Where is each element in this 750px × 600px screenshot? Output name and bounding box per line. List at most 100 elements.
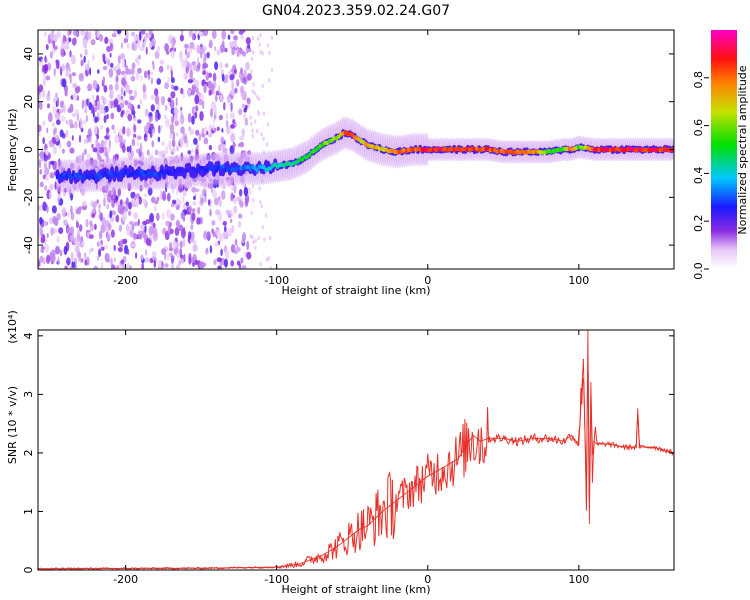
noise-speckle — [184, 43, 189, 49]
noise-speckle — [55, 92, 58, 99]
noise-speckle — [195, 87, 199, 95]
noise-speckle — [166, 251, 170, 261]
noise-speckle — [131, 150, 134, 158]
noise-speckle — [57, 257, 60, 265]
ridge-core — [350, 132, 355, 137]
noise-speckle — [115, 214, 120, 223]
noise-speckle — [203, 30, 209, 37]
noise-speckle — [58, 227, 64, 235]
noise-speckle — [39, 150, 44, 160]
noise-speckle — [266, 142, 269, 147]
noise-speckle — [144, 108, 149, 117]
noise-speckle — [215, 228, 221, 236]
noise-speckle — [260, 204, 263, 209]
noise-speckle — [189, 129, 195, 136]
spectrogram-x-label: Height of straight line (km) — [281, 284, 430, 297]
noise-speckle — [100, 124, 104, 130]
noise-speckle — [125, 65, 129, 75]
snr-y-label: SNR (10 * v/v) — [6, 386, 19, 464]
noise-speckle — [129, 220, 134, 226]
noise-speckle — [76, 112, 80, 122]
noise-speckle — [251, 128, 254, 133]
noise-speckle — [127, 150, 131, 158]
noise-speckle — [105, 127, 110, 134]
noise-speckle — [202, 62, 209, 69]
noise-speckle — [208, 133, 213, 138]
noise-speckle — [171, 36, 176, 46]
noise-speckle — [240, 85, 244, 94]
noise-speckle — [180, 228, 186, 239]
noise-speckle — [194, 94, 200, 105]
noise-speckle — [46, 232, 49, 239]
noise-speckle — [164, 43, 170, 52]
ridge-core — [268, 166, 273, 171]
x-tick-label: -200 — [113, 274, 138, 287]
noise-speckle — [172, 240, 177, 250]
noise-speckle — [56, 235, 60, 244]
noise-speckle — [122, 213, 127, 222]
noise-speckle — [52, 97, 57, 104]
noise-speckle — [239, 141, 245, 148]
noise-speckle — [68, 67, 71, 73]
noise-speckle — [72, 83, 77, 89]
noise-speckle — [206, 231, 211, 242]
noise-speckle — [86, 153, 92, 161]
colorbar-gradient — [711, 30, 737, 269]
noise-speckle — [94, 116, 98, 124]
noise-speckle — [51, 249, 56, 258]
noise-speckle — [180, 87, 184, 95]
noise-speckle — [135, 57, 139, 64]
noise-speckle — [76, 242, 81, 248]
noise-speckle — [200, 197, 205, 205]
noise-speckle — [233, 35, 238, 41]
noise-speckle — [268, 78, 271, 83]
noise-speckle — [256, 36, 260, 41]
noise-speckle — [210, 108, 213, 118]
noise-speckle — [231, 184, 234, 192]
noise-speckle — [113, 30, 117, 34]
noise-speckle — [191, 148, 194, 154]
noise-speckle — [252, 240, 255, 245]
noise-speckle — [233, 68, 237, 75]
noise-speckle — [52, 105, 57, 114]
noise-speckle — [126, 43, 130, 49]
noise-speckle — [85, 218, 89, 228]
noise-speckle — [62, 105, 66, 114]
noise-speckle — [93, 265, 98, 269]
noise-speckle — [101, 262, 104, 269]
noise-speckle — [161, 150, 166, 155]
noise-speckle — [41, 89, 46, 98]
noise-speckle — [66, 140, 72, 148]
noise-speckle — [223, 101, 226, 111]
y-tick-label: 0 — [22, 146, 35, 153]
noise-speckle — [111, 89, 115, 96]
noise-speckle — [174, 119, 179, 127]
noise-speckle — [136, 135, 142, 140]
noise-speckle — [46, 127, 49, 134]
noise-speckle — [229, 218, 233, 223]
y-tick-label: -20 — [22, 188, 35, 206]
noise-speckle — [141, 262, 144, 269]
noise-speckle — [65, 45, 70, 50]
noise-speckle — [240, 257, 244, 264]
noise-speckle — [96, 94, 100, 102]
spectrogram-x-ticks: -200 -100 0 100 — [113, 30, 589, 287]
noise-speckle — [218, 114, 223, 121]
noise-speckle — [258, 42, 261, 47]
noise-speckle — [99, 104, 105, 114]
noise-speckle — [131, 138, 136, 147]
noise-speckle — [246, 240, 250, 251]
noise-speckle — [238, 108, 243, 116]
noise-speckle — [70, 212, 75, 221]
noise-speckle — [209, 83, 215, 92]
noise-speckle — [64, 265, 68, 269]
noise-speckle — [69, 50, 72, 58]
noise-speckle — [116, 30, 122, 35]
noise-speckle — [180, 254, 184, 259]
noise-speckle — [39, 60, 42, 67]
noise-speckle — [216, 257, 222, 263]
noise-speckle — [124, 100, 129, 106]
noise-speckle — [61, 148, 65, 154]
noise-speckle — [151, 140, 155, 148]
noise-speckle — [239, 49, 244, 55]
